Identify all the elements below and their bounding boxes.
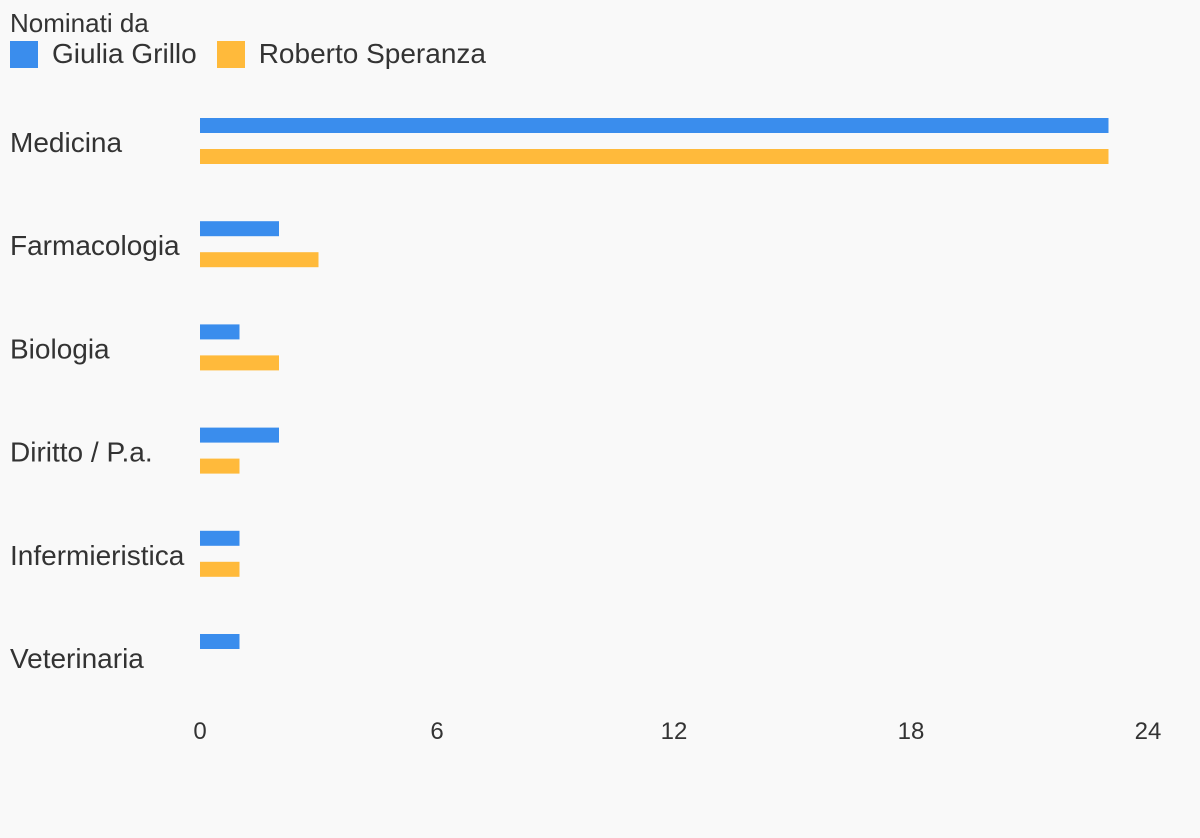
legend-label-giulia-grillo: Giulia Grillo [52,38,197,69]
category-label-biologia: Biologia [10,333,110,364]
x-tick-label: 6 [430,718,443,745]
category-label-veterinaria: Veterinaria [10,643,144,674]
bar-diritto-p-a-roberto-speranza [200,458,240,474]
legend-swatch-roberto-speranza [216,40,245,68]
x-tick-label: 24 [1135,718,1162,745]
legend: Giulia Grillo Roberto Speranza [10,38,506,70]
legend-item-roberto-speranza: Roberto Speranza [216,38,486,70]
category-label-farmacologia: Farmacologia [10,230,180,261]
bar-veterinaria-giulia-grillo [200,634,240,649]
x-tick-label: 18 [898,718,925,745]
category-label-medicina: Medicina [10,127,122,158]
bar-farmacologia-roberto-speranza [200,252,319,268]
bar-medicina-giulia-grillo [200,118,1109,133]
legend-title: Nominati da [10,8,149,38]
bar-medicina-roberto-speranza [200,149,1109,164]
bar-diritto-p-a-giulia-grillo [200,427,279,443]
bar-biologia-roberto-speranza [200,355,279,371]
x-tick-label: 12 [661,718,688,745]
bar-infermieristica-giulia-grillo [200,530,240,546]
x-tick-label: 0 [193,718,206,745]
legend-swatch-giulia-grillo [10,40,38,68]
bar-farmacologia-giulia-grillo [200,221,279,237]
bar-infermieristica-roberto-speranza [200,561,240,577]
category-label-diritto-p-a: Diritto / P.a. [10,437,153,468]
legend-item-giulia-grillo: Giulia Grillo [10,38,197,70]
bar-biologia-giulia-grillo [200,324,240,340]
legend-label-roberto-speranza: Roberto Speranza [258,38,486,69]
category-label-infermieristica: Infermieristica [10,540,185,571]
